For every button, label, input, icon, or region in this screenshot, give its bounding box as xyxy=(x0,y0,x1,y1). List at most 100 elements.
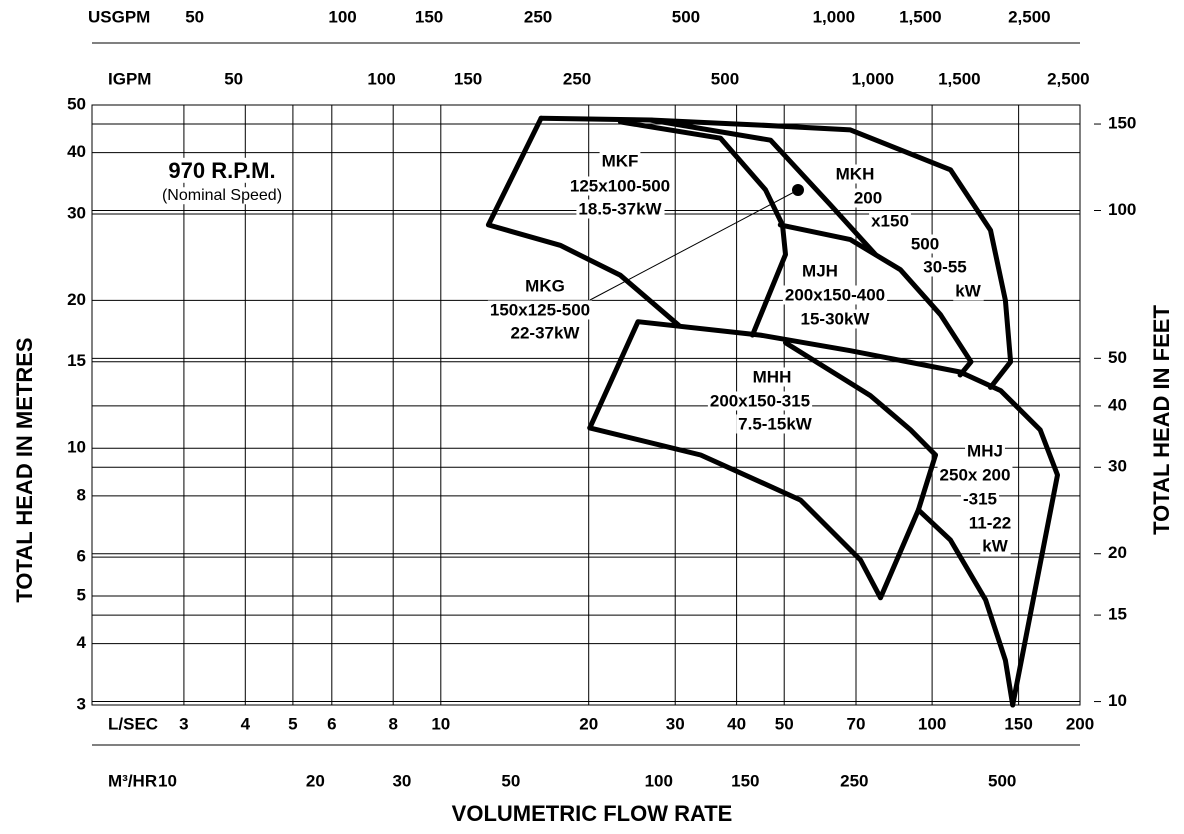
boundary-curve xyxy=(485,115,682,328)
label-bg xyxy=(576,199,665,219)
x-tick-label: 8 xyxy=(388,714,397,733)
top-tick-label: 50 xyxy=(224,69,243,88)
top-tick-label: 250 xyxy=(563,69,591,88)
x-tick-label: 50 xyxy=(775,714,794,733)
region-label: MKF xyxy=(602,151,639,170)
y-tick-label: 3 xyxy=(77,694,86,713)
y2-tick-label: 20 xyxy=(1108,543,1127,562)
x-tick-label: 4 xyxy=(241,714,251,733)
label-bg xyxy=(908,234,942,254)
label-bg xyxy=(966,513,1014,533)
top-axis-name: IGPM xyxy=(108,69,151,88)
x2-axis-name: M³/HR xyxy=(108,771,157,790)
label-bg xyxy=(707,391,813,411)
x2-tick-label: 10 xyxy=(158,771,177,790)
region-label: 250x 200 xyxy=(940,465,1011,484)
y-axis-title: TOTAL HEAD IN METRES xyxy=(12,337,37,602)
x-tick-label: 6 xyxy=(327,714,336,733)
x-tick-label: 40 xyxy=(727,714,746,733)
region-label: 15-30kW xyxy=(801,309,871,328)
label-bg xyxy=(782,285,888,305)
region-label: 18.5-37kW xyxy=(578,199,662,218)
x-tick-label: 70 xyxy=(847,714,866,733)
top-tick-label: 500 xyxy=(711,69,739,88)
x-axis-name: L/SEC xyxy=(108,714,158,733)
label-bg xyxy=(523,276,567,296)
top-tick-label: 100 xyxy=(367,69,395,88)
x2-tick-label: 50 xyxy=(501,771,520,790)
x-tick-label: 5 xyxy=(288,714,297,733)
label-bg xyxy=(164,157,280,183)
region-label: 11-22 xyxy=(969,513,1012,532)
label-bg xyxy=(980,536,1011,556)
boundary-curve xyxy=(783,340,938,458)
boundary-curve xyxy=(777,222,974,378)
region-label: kW xyxy=(955,281,981,300)
y2-tick-label: 100 xyxy=(1108,200,1136,219)
top-tick-label: 100 xyxy=(328,7,356,26)
label-bg xyxy=(833,164,877,184)
y-tick-label: 4 xyxy=(77,633,87,652)
x-tick-label: 10 xyxy=(431,714,450,733)
label-bg xyxy=(953,281,984,301)
y2-tick-label: 10 xyxy=(1108,691,1127,710)
x-tick-label: 200 xyxy=(1066,714,1094,733)
boundary-curve xyxy=(915,507,1016,708)
region-label: 200x150-315 xyxy=(710,391,810,410)
y-tick-label: 20 xyxy=(67,290,86,309)
x-tick-label: 30 xyxy=(666,714,685,733)
region-label: -315 xyxy=(963,489,997,508)
top-tick-label: 150 xyxy=(454,69,482,88)
label-bg xyxy=(736,414,815,434)
y2-tick-label: 40 xyxy=(1108,395,1127,414)
x-tick-label: 100 xyxy=(918,714,946,733)
top-tick-label: 2,500 xyxy=(1047,69,1090,88)
x-tick-label: 150 xyxy=(1004,714,1032,733)
plot-frame xyxy=(91,104,1081,706)
y-tick-label: 5 xyxy=(77,586,86,605)
label-bg xyxy=(750,367,794,387)
label-bg xyxy=(921,257,969,277)
pointer-line xyxy=(589,189,799,301)
top-tick-label: 1,500 xyxy=(938,69,981,88)
top-tick-label: 1,500 xyxy=(899,7,942,26)
label-bg xyxy=(965,441,1005,461)
top-tick-label: 250 xyxy=(524,7,552,26)
y2-axis-title: TOTAL HEAD IN FEET xyxy=(1149,305,1174,535)
top-tick-label: 500 xyxy=(672,7,700,26)
region-label: 7.5-15kW xyxy=(738,414,813,433)
x2-tick-label: 500 xyxy=(988,771,1016,790)
label-bg xyxy=(851,188,885,208)
label-bg xyxy=(157,187,287,205)
label-bg xyxy=(798,309,873,329)
boundary-curve xyxy=(647,117,878,257)
label-bg xyxy=(800,261,840,281)
curves xyxy=(485,115,1060,708)
x-tick-label: 20 xyxy=(579,714,598,733)
y-tick-label: 6 xyxy=(77,547,86,566)
top-tick-label: 50 xyxy=(185,7,204,26)
y-tick-label: 15 xyxy=(67,351,86,370)
boundary-curve xyxy=(587,425,938,601)
x2-tick-label: 30 xyxy=(392,771,411,790)
y-tick-label: 30 xyxy=(67,203,86,222)
top-axis-name: USGPM xyxy=(88,7,150,26)
y2-tick-label: 30 xyxy=(1108,457,1127,476)
label-bg xyxy=(508,323,583,343)
region-label: 30-55 xyxy=(923,257,966,276)
region-label: x150 xyxy=(871,211,909,230)
region-label: 200x150-400 xyxy=(785,285,885,304)
label-bg xyxy=(567,176,673,196)
label-bg xyxy=(960,489,1000,509)
x-axis-title: VOLUMETRIC FLOW RATE xyxy=(452,801,733,826)
x2-tick-label: 100 xyxy=(645,771,673,790)
boundary-curve xyxy=(617,119,788,338)
region-label: MJH xyxy=(802,261,838,280)
region-label: MKG xyxy=(525,276,565,295)
x2-tick-label: 250 xyxy=(840,771,868,790)
top-tick-label: 1,000 xyxy=(813,7,856,26)
speed-sub-label: (Nominal Speed) xyxy=(162,187,282,204)
region-label: 500 xyxy=(911,234,939,253)
